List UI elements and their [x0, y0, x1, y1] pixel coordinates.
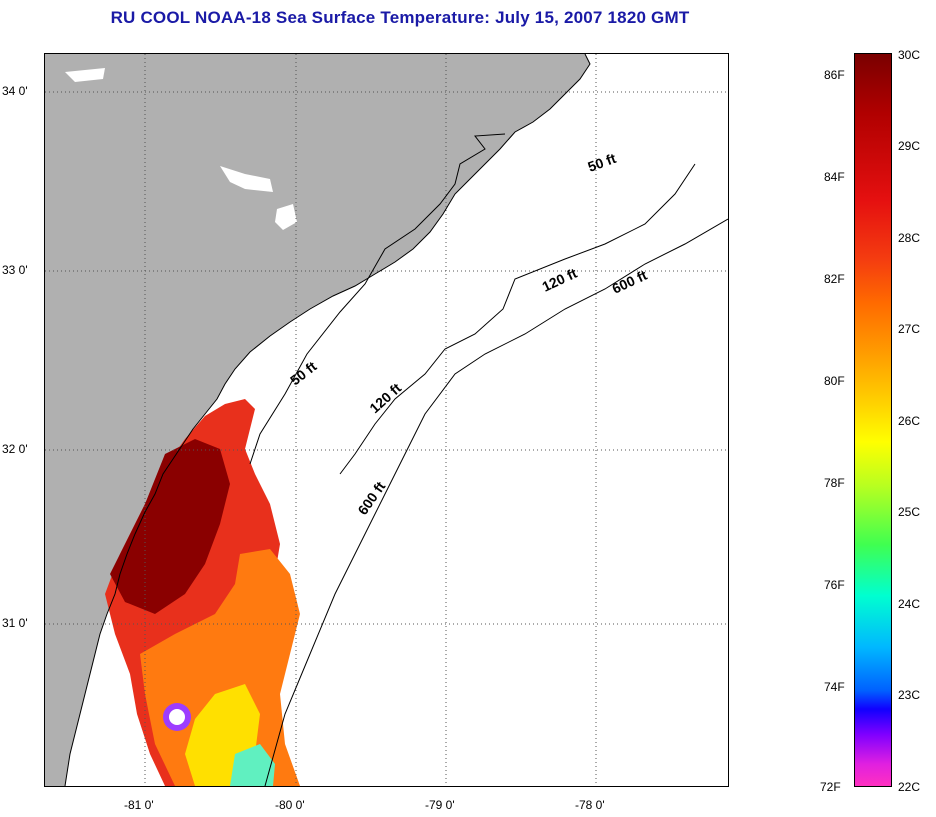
colorbar-f-label: 84F [824, 170, 845, 184]
colorbar-f-label: 78F [824, 476, 845, 490]
lat-label: 34 0' [2, 84, 28, 98]
colorbar-c-label: 23C [898, 688, 921, 702]
colorbar-f-label: 74F [824, 680, 845, 694]
lake [275, 204, 297, 230]
colorbar-f-label: 80F [824, 374, 845, 388]
coastline [64, 54, 591, 786]
lon-label: -80 0' [275, 798, 305, 812]
colorbar-c-label: 27C [898, 322, 921, 336]
colorbar-f-label: 76F [824, 578, 845, 592]
contour-label-50ft-south: 50 ft [287, 358, 320, 389]
colorbar-c-label: 24C [898, 597, 921, 611]
colorbar-c-label: 25C [898, 505, 921, 519]
lake [220, 166, 273, 192]
colorbar-f-label: 72F [820, 780, 841, 794]
colorbar-c-label: 30C [898, 48, 921, 62]
colorbar-c-label: 28C [898, 231, 921, 245]
map-title: RU COOL NOAA-18 Sea Surface Temperature:… [110, 8, 690, 27]
lon-label: -81 0' [124, 798, 154, 812]
land-mass [45, 54, 590, 786]
sst-patch-cyan [230, 744, 275, 786]
sst-map[interactable]: 50 ft 50 ft 120 ft 120 ft 600 ft 600 ft [44, 53, 729, 787]
contour-label-50ft-north: 50 ft [586, 150, 619, 175]
colorbar-c-label: 22C [898, 780, 921, 794]
contour-600ft [264, 218, 728, 786]
lon-label: -78 0' [575, 798, 605, 812]
contour-120ft [339, 163, 696, 475]
map-canvas: 50 ft 50 ft 120 ft 120 ft 600 ft 600 ft [45, 54, 728, 786]
colorbar-c-label: 26C [898, 414, 921, 428]
colorbar-f-label: 82F [824, 272, 845, 286]
lake [65, 68, 105, 82]
lat-label: 33 0' [2, 263, 28, 277]
lon-label: -79 0' [425, 798, 455, 812]
colorbar-f-label: 86F [824, 68, 845, 82]
temperature-colorbar [854, 53, 892, 787]
contour-50ft [249, 133, 506, 465]
lat-label: 32 0' [2, 442, 28, 456]
colorbar-c-label: 29C [898, 139, 921, 153]
sst-cool-spot-center [169, 709, 185, 725]
bathymetry-contours [249, 133, 728, 786]
sst-patch-darkred [110, 439, 230, 614]
contour-label-120ft-north: 120 ft [540, 265, 580, 295]
lat-label: 31 0' [2, 616, 28, 630]
